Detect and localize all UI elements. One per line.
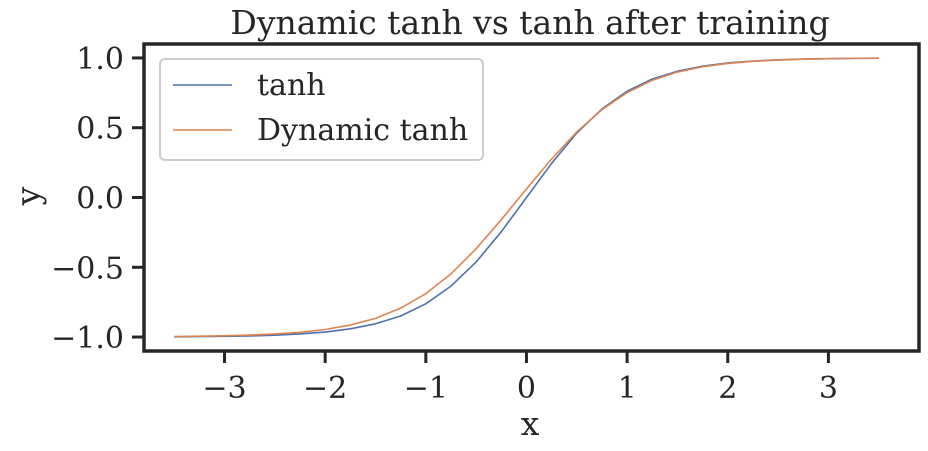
x-tick-label: 1	[618, 371, 637, 406]
y-tick-label: −1.0	[51, 321, 124, 356]
y-tick-label: 1.0	[76, 42, 124, 77]
legend: tanh Dynamic tanh	[159, 58, 484, 161]
chart-title: Dynamic tanh vs tanh after training	[230, 3, 829, 42]
x-tick-label: 3	[819, 371, 838, 406]
x-tick-label: 0	[517, 371, 536, 406]
legend-box	[159, 58, 484, 161]
y-tick-label: 0.0	[76, 182, 124, 217]
x-tick-label: −1	[404, 371, 448, 406]
x-tick-label: −2	[303, 371, 347, 406]
x-tick-label: −3	[202, 371, 246, 406]
plot-lines	[174, 57, 879, 338]
legend-label-tanh: tanh	[257, 68, 326, 103]
legend-label-dynamic-tanh: Dynamic tanh	[257, 113, 468, 148]
y-axis-ticks: 1.0 0.5 0.0 −0.5 −1.0	[51, 42, 144, 356]
series-line-dynamic-tanh	[174, 57, 879, 338]
x-axis-ticks: −3 −2 −1 0 1 2 3	[202, 351, 838, 406]
x-tick-label: 2	[718, 371, 737, 406]
x-axis-label: x	[521, 404, 540, 443]
y-tick-label: 0.5	[76, 112, 124, 147]
y-axis-label: y	[8, 186, 47, 206]
y-tick-label: −0.5	[51, 251, 124, 286]
